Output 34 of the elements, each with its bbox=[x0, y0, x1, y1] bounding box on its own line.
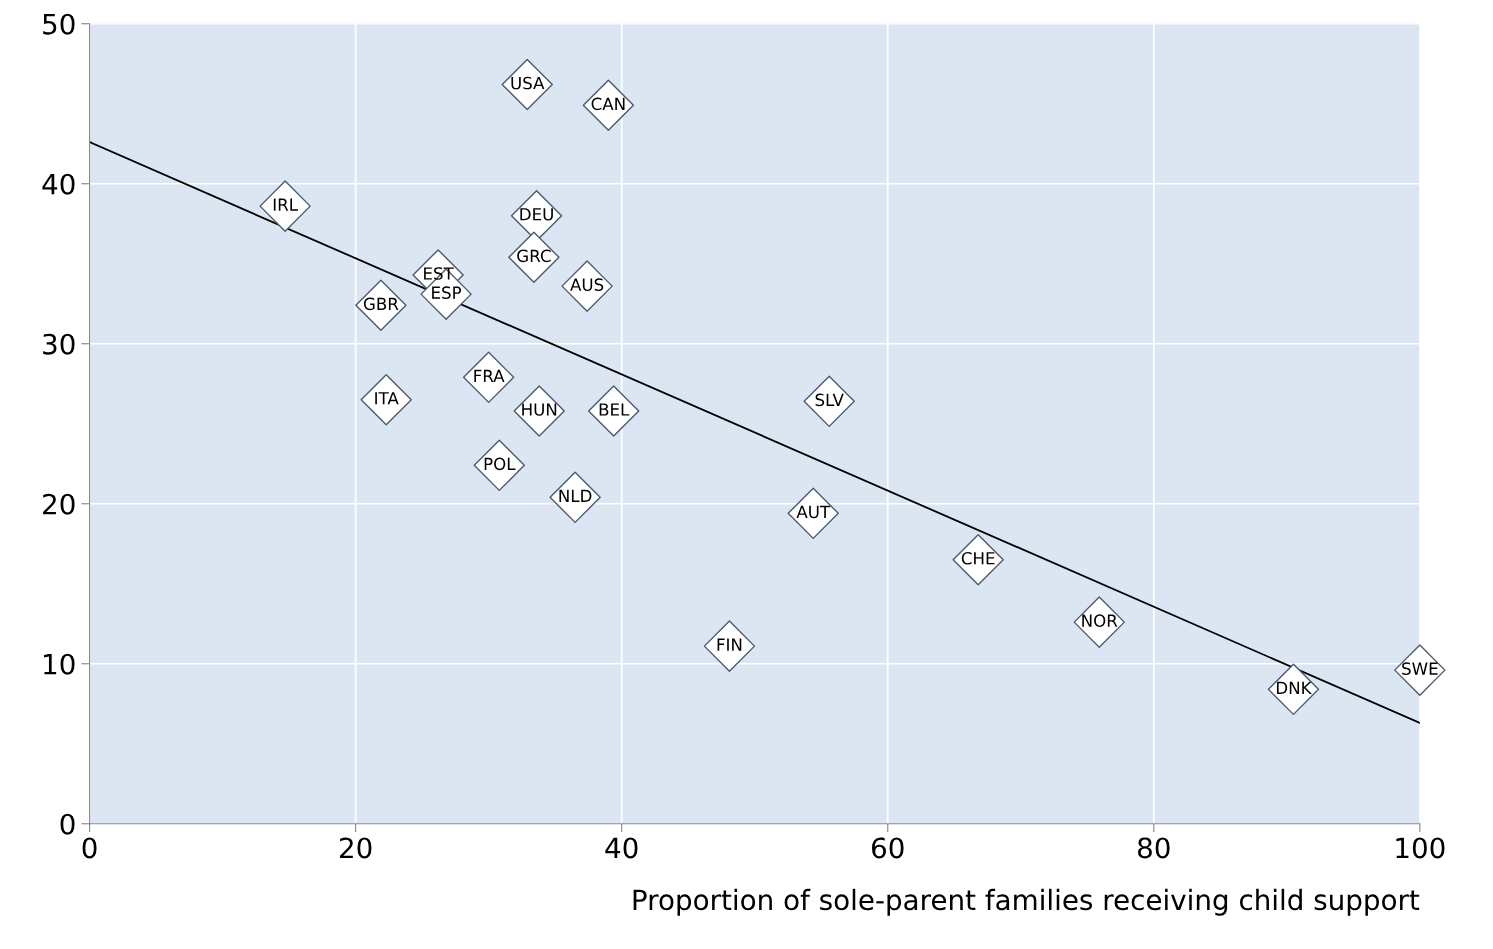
annotation: GRC bbox=[517, 249, 551, 263]
y-tick-label: 10 bbox=[44, 653, 75, 675]
x-tick-label: 80 bbox=[1138, 837, 1170, 859]
annotation: DEU bbox=[520, 208, 553, 221]
annotation: NOR bbox=[1082, 614, 1118, 627]
annotation: CAN bbox=[591, 97, 625, 111]
x-axis-title: Proportion of sole-parent families receiving child support bbox=[633, 888, 1420, 916]
annotation: HUN bbox=[522, 403, 557, 416]
annotation: DNK bbox=[1276, 681, 1312, 694]
annotation: SLV bbox=[815, 393, 844, 407]
annotation: BEL bbox=[599, 403, 630, 416]
x-tick-label: 20 bbox=[339, 837, 372, 859]
annotation: AUT bbox=[796, 505, 831, 519]
x-tick-label: 60 bbox=[872, 837, 904, 859]
annotation: NLD bbox=[559, 489, 592, 502]
annotation: IRL bbox=[273, 198, 298, 211]
annotation: SWE bbox=[1402, 662, 1438, 675]
annotation: USA bbox=[511, 76, 545, 90]
y-tick-label: 50 bbox=[43, 13, 75, 35]
x-tick-label: 40 bbox=[605, 837, 638, 859]
annotation: ESP bbox=[432, 286, 462, 299]
annotation: AUS bbox=[570, 278, 604, 291]
annotation: CHE bbox=[961, 551, 995, 565]
annotation: POL bbox=[484, 457, 516, 471]
annotation: FIN bbox=[717, 638, 742, 651]
annotation: GBR bbox=[363, 297, 399, 311]
y-tick-label: 40 bbox=[42, 173, 75, 195]
y-tick-label: 20 bbox=[43, 493, 75, 515]
x-tick-label: 0 bbox=[82, 837, 97, 859]
y-tick-label: 30 bbox=[43, 333, 75, 355]
x-tick-label: 100 bbox=[1396, 837, 1445, 859]
y-tick-label: 0 bbox=[60, 813, 75, 835]
annotation: FRA bbox=[474, 369, 505, 382]
annotation: ITA bbox=[375, 392, 399, 405]
